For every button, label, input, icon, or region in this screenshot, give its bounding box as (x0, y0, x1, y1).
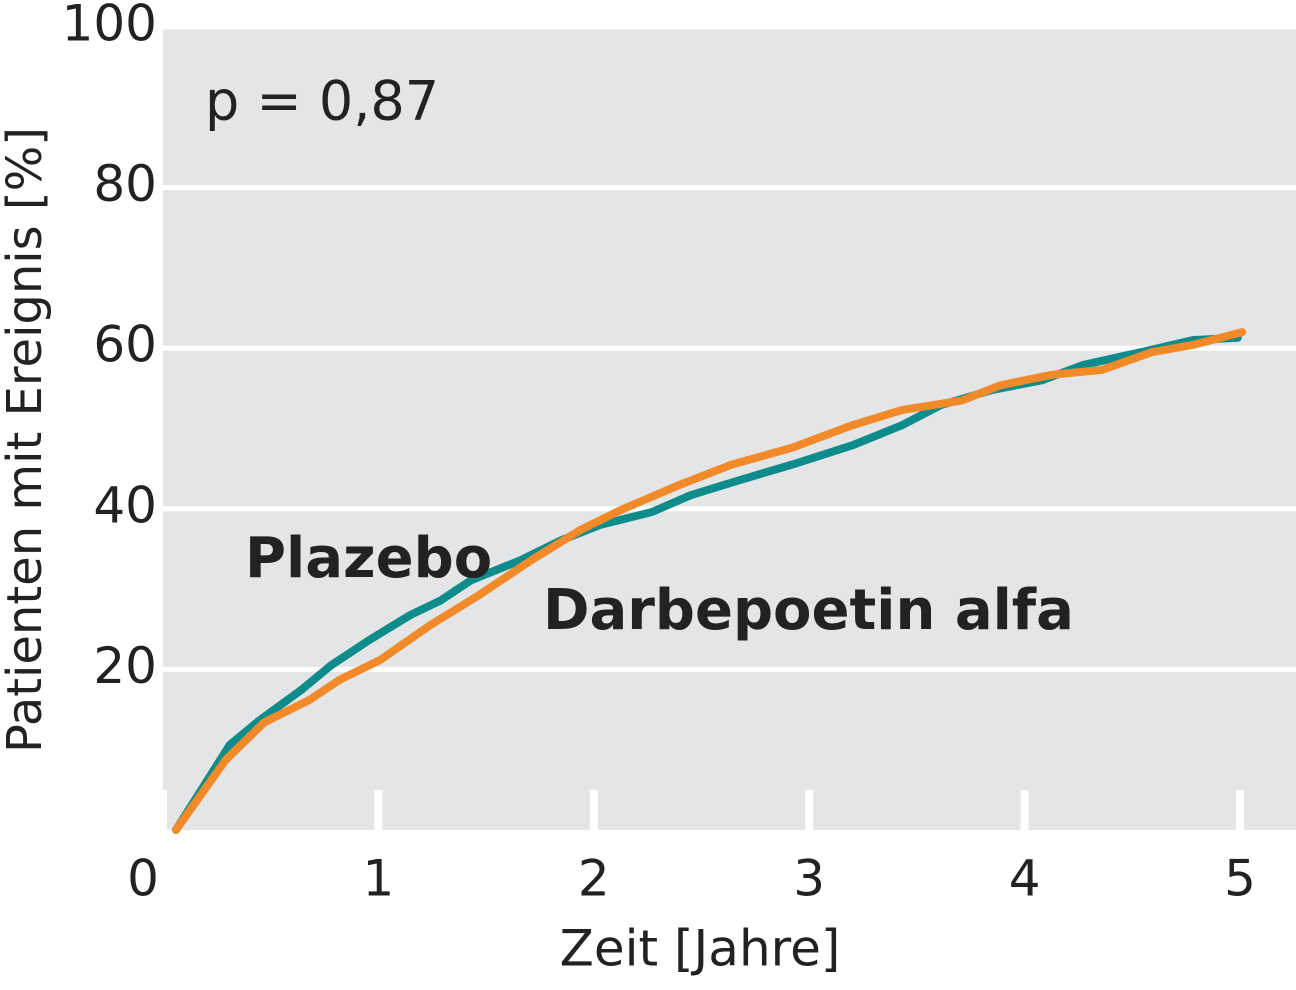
series-label: Plazebo (245, 526, 492, 591)
x-tick-label: 5 (1224, 850, 1256, 908)
x-tick-label: 4 (1009, 850, 1041, 908)
y-axis-title: Patienten mit Ereignis [%] (0, 127, 53, 753)
line (171, 328, 1247, 834)
y-tick-label: 60 (93, 316, 157, 374)
x-axis-title: Zeit [Jahre] (560, 920, 841, 978)
y-tick-label: 80 (93, 155, 157, 213)
series-label: Darbepoetin alfa (543, 578, 1074, 643)
plot-area (163, 27, 1296, 830)
x-tick-label: 2 (578, 850, 610, 908)
annotation: p = 0,87 (205, 70, 439, 133)
x-tick-label: 3 (793, 850, 825, 908)
x-tick-label: 1 (362, 850, 394, 908)
y-tick-label: 100 (62, 0, 157, 53)
y-tick-label: 20 (93, 637, 157, 695)
y-tick-label: 40 (93, 476, 157, 534)
x-tick-label: 0 (127, 850, 159, 908)
